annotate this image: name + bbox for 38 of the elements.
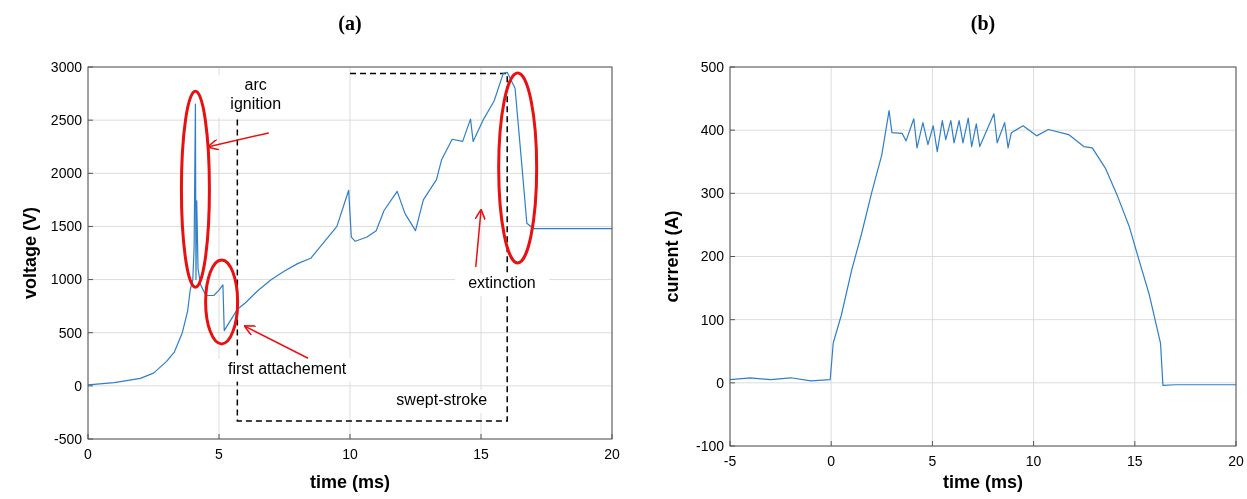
y-tick-label: 1000 bbox=[50, 271, 83, 288]
y-tick-label: 400 bbox=[700, 122, 725, 139]
x-axis-title: time (ms) bbox=[942, 472, 1024, 492]
x-tick-label: 0 bbox=[84, 446, 93, 462]
x-tick-label: 15 bbox=[1127, 453, 1143, 469]
x-tick-label: 15 bbox=[473, 446, 489, 462]
x-tick-label: 20 bbox=[1228, 453, 1244, 469]
y-tick-label: 500 bbox=[700, 58, 725, 75]
chart-title: (a) bbox=[338, 12, 362, 35]
annotation: first attachement bbox=[227, 359, 347, 377]
x-tick-label: -5 bbox=[723, 453, 737, 469]
x-tick-label: 5 bbox=[215, 446, 224, 462]
x-tick-label: 10 bbox=[1025, 453, 1042, 469]
y-tick-label: 3000 bbox=[50, 58, 83, 75]
y-tick-label: 2000 bbox=[50, 165, 83, 182]
annotation: swept-stroke bbox=[396, 390, 488, 408]
x-axis-title: time (ms) bbox=[309, 472, 391, 492]
y-tick-label: 2500 bbox=[50, 112, 83, 129]
y-tick-label: 0 bbox=[74, 377, 83, 394]
line-series bbox=[729, 109, 1237, 386]
x-tick-label: 10 bbox=[342, 446, 358, 462]
y-axis-title: voltage (V) bbox=[20, 206, 40, 300]
y-tick-label: 100 bbox=[700, 311, 725, 328]
y-tick-label: 200 bbox=[700, 248, 725, 265]
y-tick-label: 0 bbox=[716, 374, 725, 391]
x-tick-label: 5 bbox=[928, 453, 937, 469]
y-axis-title: current (A) bbox=[662, 210, 682, 303]
y-tick-label: 300 bbox=[700, 185, 725, 202]
y-tick-label: -500 bbox=[53, 430, 83, 447]
annotation: arc ignition bbox=[230, 76, 282, 113]
y-tick-label: 500 bbox=[58, 324, 83, 341]
x-tick-label: 0 bbox=[827, 453, 836, 469]
x-tick-label: 20 bbox=[604, 446, 620, 462]
y-tick-label: -100 bbox=[695, 437, 725, 454]
y-tick-label: 1500 bbox=[50, 218, 83, 235]
chart-title: (b) bbox=[970, 12, 996, 35]
annotation: extinction bbox=[468, 274, 536, 292]
line-series bbox=[87, 71, 613, 386]
